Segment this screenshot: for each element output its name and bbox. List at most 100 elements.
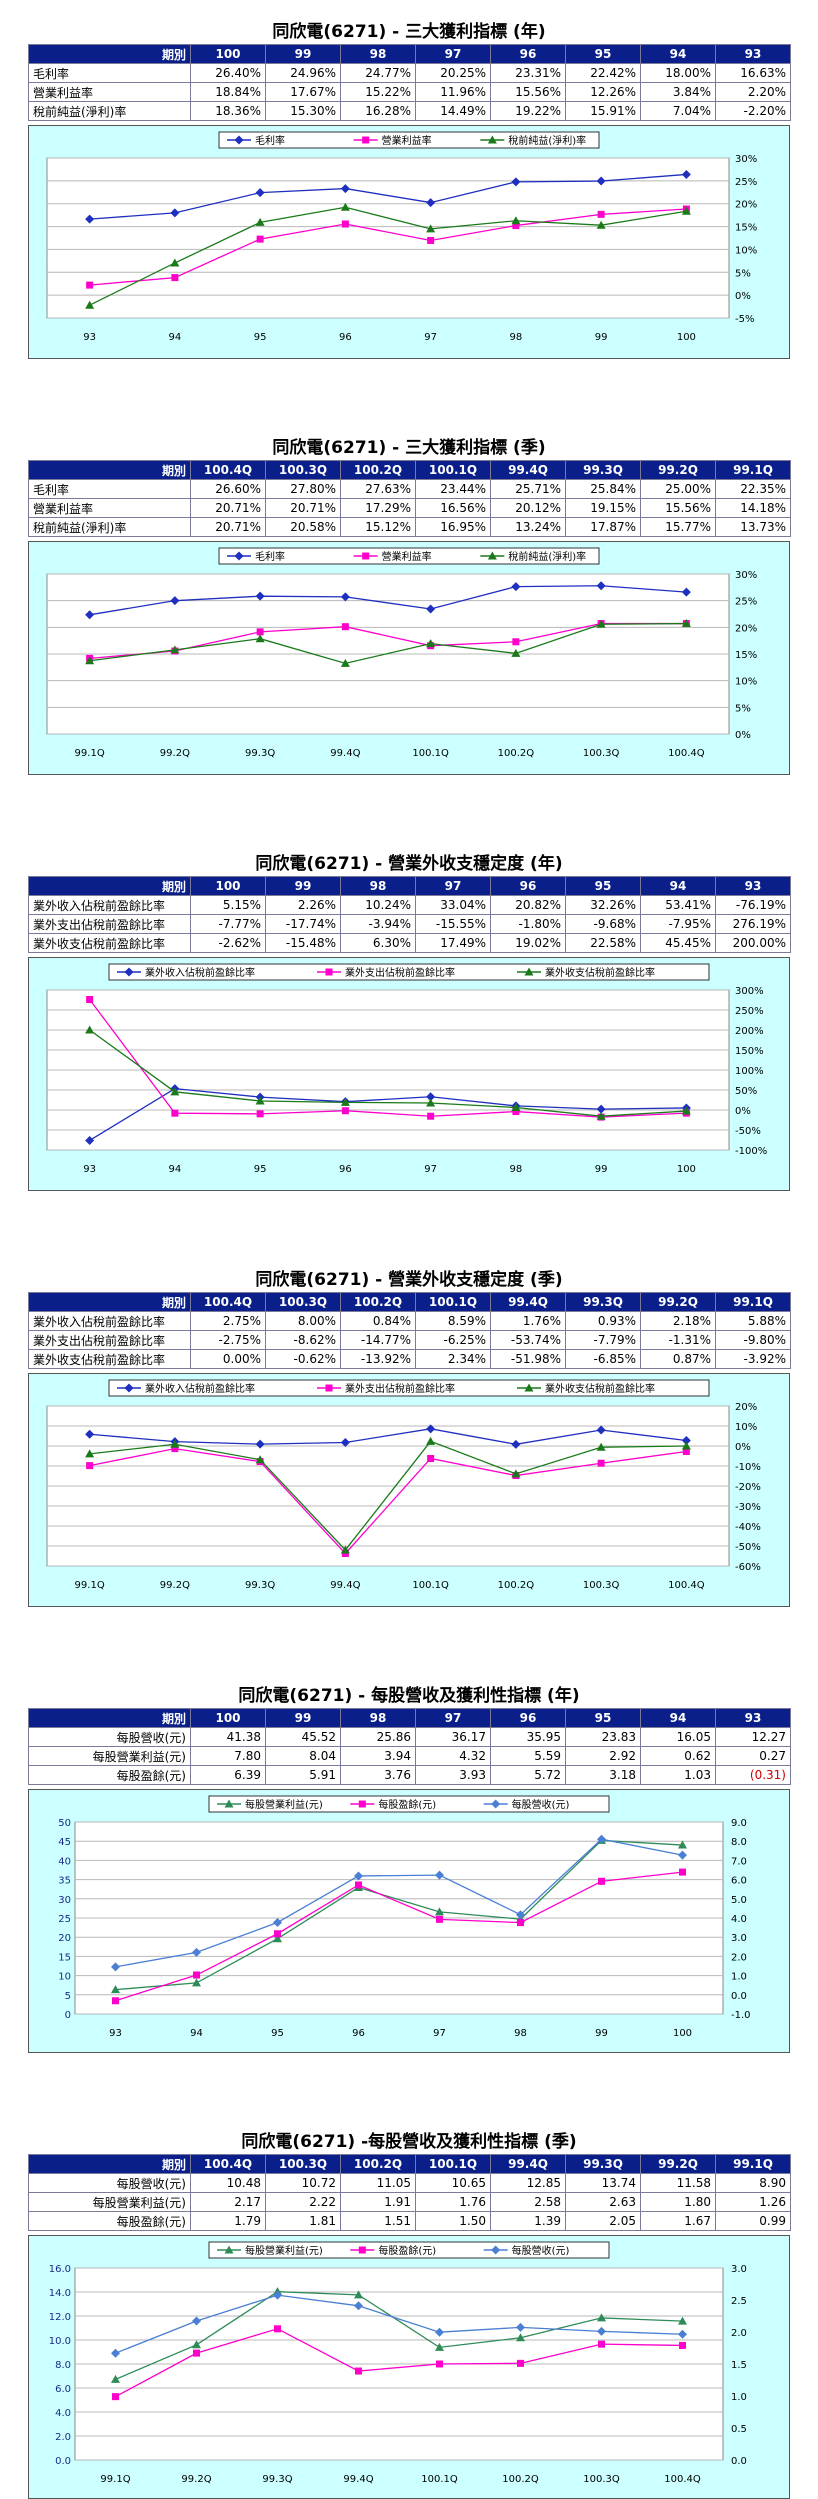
table-cell: 23.83 <box>565 1727 641 1747</box>
data-point <box>86 1462 94 1470</box>
table-cell: 27.63% <box>340 479 416 499</box>
table-cell: -2.20% <box>715 101 791 121</box>
y-tick-label: 0 <box>65 2010 71 2021</box>
y-tick-label: 45 <box>58 1837 71 1848</box>
data-point <box>256 628 264 636</box>
table-cell: 17.87% <box>565 517 641 537</box>
table-row: 每股營收(元) 10.48 10.72 11.05 10.65 12.85 13.74 11.… <box>28 2173 791 2193</box>
table-cell: 3.76 <box>340 1765 416 1785</box>
table-header-row: 期別 100.4Q 100.3Q 100.2Q 100.1Q 99.4Q 99.3Q 99.2… <box>28 2154 791 2174</box>
table-header-row: 期別 100.4Q 100.3Q 100.2Q 100.1Q 99.4Q 99.3Q 99.2… <box>28 460 791 480</box>
row-label: 毛利率 <box>28 63 191 83</box>
plot-area: 300% 250% 200% 150% 100% 50% 0% -50% -100% 93 94 95… <box>46 986 767 1175</box>
y-tick-label: 8.0 <box>55 2360 71 2371</box>
data-point <box>111 1962 120 1972</box>
legend-label: 業外支出佔稅前盈餘比率 <box>345 966 455 979</box>
series-2 <box>111 2290 687 2358</box>
data-point <box>598 2340 605 2348</box>
header-period-label: 期別 <box>28 460 191 480</box>
data-point <box>85 214 95 224</box>
table-cell: 19.02% <box>490 933 566 953</box>
table-cell: 10.72 <box>265 2173 341 2193</box>
section-title: 同欣電(6271) - 三大獲利指標 (季) <box>272 438 546 458</box>
data-point <box>340 592 350 602</box>
data-point <box>273 2290 282 2300</box>
row-label: 業外支出佔稅前盈餘比率 <box>28 914 191 934</box>
table-cell: 0.93% <box>565 1311 641 1331</box>
table-cell: -2.75% <box>190 1330 266 1350</box>
table-cell: 35.95 <box>490 1727 566 1747</box>
data-table: 期別 100.4Q 100.3Q 100.2Q 100.1Q 99.4Q 99.3Q 99.2… <box>28 1292 791 1369</box>
table-cell: -6.25% <box>415 1330 491 1350</box>
series-2 <box>111 1834 687 1972</box>
table-row: 毛利率 26.60% 27.80% 27.63% 23.44% 25.71% 25.84% 2… <box>28 479 791 499</box>
y-tick-label: -5% <box>735 314 754 325</box>
y2-tick-label: 3.0 <box>731 1933 747 1944</box>
column-header: 93 <box>715 44 791 64</box>
x-tick-label: 100.1Q <box>412 748 449 759</box>
table-cell: 2.22 <box>265 2192 341 2212</box>
x-tick-label: 98 <box>510 332 523 343</box>
data-point <box>435 1907 444 1916</box>
series-line <box>89 1428 687 1445</box>
table-cell: 15.56% <box>640 498 716 518</box>
data-point <box>256 235 264 243</box>
legend-box <box>218 547 600 565</box>
table-cell: 8.59% <box>415 1311 491 1331</box>
y-tick-label: 10.0 <box>49 2336 71 2347</box>
x-tick-label: 99.1Q <box>75 1580 105 1591</box>
y-tick-label: 50% <box>735 1086 757 1097</box>
y-tick-label: -40% <box>735 1522 761 1533</box>
section-annual-nonop: 同欣電(6271) - 營業外收支穩定度 (年) 期別 100 99 98 97 96 95… <box>28 852 791 1191</box>
column-header: 93 <box>715 876 791 896</box>
y-tick-label: 20 <box>58 1933 71 1944</box>
column-header: 99.1Q <box>715 460 791 480</box>
table-cell: 15.22% <box>340 82 416 102</box>
data-point <box>86 281 94 289</box>
table-cell: 1.79 <box>190 2211 266 2231</box>
column-header: 97 <box>415 876 491 896</box>
table-cell: 19.22% <box>490 101 566 121</box>
x-tick-label: 100.2Q <box>498 748 535 759</box>
y2-tick-label: 0.0 <box>731 1991 747 2002</box>
table-cell: 0.62 <box>640 1746 716 1766</box>
data-point <box>436 2360 443 2368</box>
column-header: 99 <box>265 44 341 64</box>
data-point <box>436 1915 443 1923</box>
column-header: 100.1Q <box>415 460 491 480</box>
column-header: 99.4Q <box>490 2154 566 2174</box>
data-point <box>598 1877 605 1885</box>
data-point <box>192 2316 201 2326</box>
column-header: 99.3Q <box>565 460 641 480</box>
column-header: 95 <box>565 1708 641 1728</box>
table-cell: 11.96% <box>415 82 491 102</box>
table-row: 每股營業利益(元) 7.80 8.04 3.94 4.32 5.59 2.92 0.62 0.2… <box>28 1746 791 1766</box>
series-line <box>115 2294 683 2354</box>
table-row: 稅前純益(淨利)率 18.36% 15.30% 16.28% 14.49% 19.22% 1… <box>28 101 791 121</box>
data-point <box>681 1436 691 1445</box>
column-header: 100.4Q <box>190 460 266 480</box>
data-point <box>255 1455 265 1464</box>
table-cell: 19.15% <box>565 498 641 518</box>
row-label: 每股營收(元) <box>28 1727 191 1747</box>
data-point <box>596 1104 606 1114</box>
data-point <box>255 217 265 226</box>
y2-tick-label: 0.0 <box>731 2456 747 2467</box>
table-cell: 18.84% <box>190 82 266 102</box>
legend-label: 業外收入佔稅前盈餘比率 <box>145 966 255 979</box>
x-tick-label: 100.2Q <box>502 2474 539 2485</box>
table-cell: 12.27 <box>715 1727 791 1747</box>
row-label: 每股營業利益(元) <box>28 2192 191 2212</box>
table-cell: -7.95% <box>640 914 716 934</box>
row-label: 每股營業利益(元) <box>28 1746 191 1766</box>
row-label: 業外收入佔稅前盈餘比率 <box>28 1311 191 1331</box>
table-cell: 27.80% <box>265 479 341 499</box>
data-point <box>426 1092 436 1102</box>
data-point <box>426 604 436 614</box>
data-point <box>512 1108 520 1116</box>
table-cell: -8.62% <box>265 1330 341 1350</box>
data-point <box>255 188 265 198</box>
table-cell: 4.32 <box>415 1746 491 1766</box>
table-cell: 15.12% <box>340 517 416 537</box>
y2-tick-label: 2.5 <box>731 2296 747 2307</box>
